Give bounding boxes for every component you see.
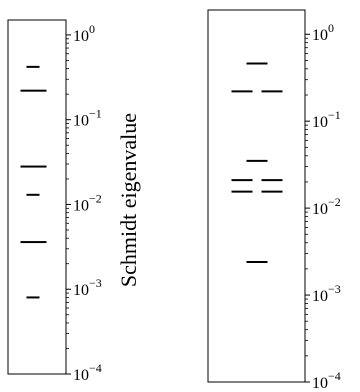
plot-frame xyxy=(207,9,306,383)
y-tick-label: 10−2 xyxy=(73,191,102,214)
y-tick-label: 10−2 xyxy=(312,195,341,218)
y-tick-label-exponent: −4 xyxy=(89,361,102,375)
y-tick-label-exponent: −4 xyxy=(328,369,341,383)
y-tick-label-base: 10 xyxy=(312,27,328,44)
y-tick-label-exponent: −2 xyxy=(328,195,341,209)
y-tick-label-exponent: 0 xyxy=(89,22,95,36)
y-tick-label: 10−1 xyxy=(73,107,102,130)
y-tick-label: 10−4 xyxy=(312,369,341,392)
y-tick-label-base: 10 xyxy=(73,113,89,130)
y-tick-label-base: 10 xyxy=(312,201,328,218)
y-tick-label-exponent: −3 xyxy=(328,282,341,296)
y-tick-label: 100 xyxy=(73,22,95,45)
y-tick-label: 10−3 xyxy=(73,276,102,299)
y-tick-label-exponent: −1 xyxy=(328,108,341,122)
y-tick-label: 10−1 xyxy=(312,108,341,131)
y-tick-label-exponent: 0 xyxy=(328,21,334,35)
plot-frame xyxy=(7,19,67,375)
y-tick-label-exponent: −2 xyxy=(89,191,102,205)
y-axis-label: Schmidt eigenvalue xyxy=(116,113,141,287)
y-tick-label-base: 10 xyxy=(312,375,328,392)
y-tick-label-exponent: −3 xyxy=(89,276,102,290)
y-tick-label-base: 10 xyxy=(73,197,89,214)
y-tick-label-exponent: −1 xyxy=(89,107,102,121)
y-tick-label-base: 10 xyxy=(73,282,89,299)
y-tick-label-base: 10 xyxy=(73,28,89,45)
y-tick-label: 10−4 xyxy=(73,361,102,384)
y-tick-label: 100 xyxy=(312,21,334,44)
y-tick-label-base: 10 xyxy=(312,288,328,305)
y-tick-label-base: 10 xyxy=(73,367,89,384)
y-tick-label: 10−3 xyxy=(312,282,341,305)
y-tick-label-base: 10 xyxy=(312,114,328,131)
